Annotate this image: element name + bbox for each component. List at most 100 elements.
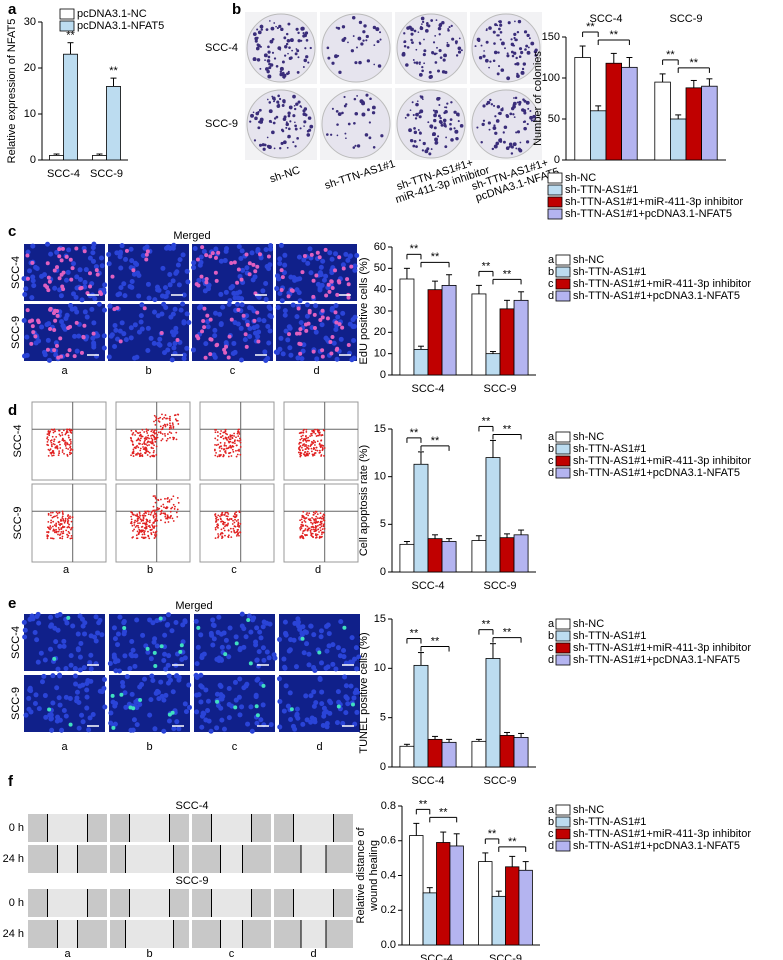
- event: [305, 517, 307, 519]
- event: [67, 431, 69, 433]
- event: [217, 456, 219, 458]
- event: [314, 454, 316, 456]
- x-tick-label: SCC-9: [483, 775, 516, 787]
- legend-label: sh-TTN-AS1#1+miR-411-3p inhibitor: [573, 455, 751, 467]
- event: [48, 433, 50, 435]
- stained-cell: [244, 332, 248, 336]
- nucleus: [58, 703, 63, 708]
- event: [155, 498, 157, 500]
- event: [221, 528, 223, 530]
- colony: [265, 67, 269, 71]
- event: [310, 531, 312, 533]
- event: [71, 535, 73, 537]
- nucleus: [299, 320, 304, 325]
- event: [317, 440, 319, 442]
- stained-cell: [338, 322, 342, 326]
- event: [178, 502, 180, 504]
- event: [298, 443, 300, 445]
- panel-letter: a: [8, 1, 17, 18]
- colony: [269, 40, 273, 44]
- nucleus: [26, 696, 31, 701]
- colony: [271, 96, 273, 98]
- legend-prefix: b: [548, 630, 554, 642]
- nucleus: [50, 673, 55, 678]
- event: [139, 450, 141, 452]
- colony: [354, 61, 357, 64]
- event: [62, 531, 64, 533]
- event: [319, 524, 321, 526]
- event: [222, 533, 224, 535]
- colony: [338, 71, 341, 74]
- colony: [516, 62, 519, 65]
- stained-cell: [311, 295, 315, 299]
- nucleus: [261, 702, 266, 707]
- colony: [526, 140, 529, 143]
- colony: [264, 53, 268, 57]
- stained-cell: [304, 329, 308, 333]
- nucleus: [132, 272, 137, 277]
- event: [138, 529, 140, 531]
- nucleus: [81, 719, 86, 724]
- legend-label: sh-TTN-AS1#1+miR-411-3p inhibitor: [565, 196, 743, 208]
- colony: [418, 129, 420, 131]
- event: [138, 527, 140, 529]
- event: [164, 516, 166, 518]
- bar: [64, 54, 78, 160]
- event: [319, 451, 321, 453]
- event: [65, 529, 67, 531]
- stained-cell: [318, 255, 322, 259]
- colony: [510, 38, 512, 40]
- colony: [518, 20, 521, 23]
- colony: [517, 102, 519, 104]
- event: [55, 531, 57, 533]
- nucleus: [95, 333, 100, 338]
- event: [164, 522, 166, 524]
- stained-cell: [303, 254, 307, 258]
- event: [177, 509, 179, 511]
- colony: [264, 144, 267, 147]
- colony: [292, 95, 296, 99]
- nucleus: [282, 263, 287, 268]
- colony: [495, 142, 499, 146]
- event: [302, 443, 304, 445]
- wound-gap: [48, 814, 88, 842]
- event: [60, 531, 62, 533]
- event: [233, 433, 235, 435]
- colony: [439, 23, 442, 26]
- colony: [520, 51, 523, 54]
- colony: [373, 64, 375, 66]
- nucleus: [73, 682, 78, 687]
- row-label: SCC-4: [10, 256, 22, 289]
- event: [169, 419, 171, 421]
- nucleus: [274, 286, 279, 291]
- wound-gap: [126, 920, 174, 948]
- colony: [515, 38, 518, 41]
- event: [133, 451, 135, 453]
- colony: [415, 103, 419, 107]
- event: [156, 445, 158, 447]
- event: [48, 513, 50, 515]
- nucleus: [241, 626, 246, 631]
- event: [231, 531, 233, 533]
- stained-cell: [29, 342, 33, 346]
- event: [323, 517, 325, 519]
- colony: [527, 123, 529, 125]
- row-label: SCC-9: [10, 316, 22, 349]
- colony: [507, 52, 509, 54]
- event: [220, 454, 222, 456]
- nucleus: [341, 654, 346, 659]
- nucleus: [279, 243, 284, 248]
- nucleus: [120, 243, 125, 248]
- nucleus: [118, 265, 123, 270]
- colony: [304, 107, 307, 110]
- colony: [494, 23, 497, 26]
- nucleus: [339, 337, 344, 342]
- event: [236, 456, 238, 458]
- nucleus: [323, 274, 328, 279]
- event: [215, 527, 217, 529]
- significance: **: [482, 619, 491, 631]
- colony: [504, 47, 506, 49]
- event: [232, 449, 234, 451]
- event: [167, 516, 169, 518]
- event: [154, 513, 156, 515]
